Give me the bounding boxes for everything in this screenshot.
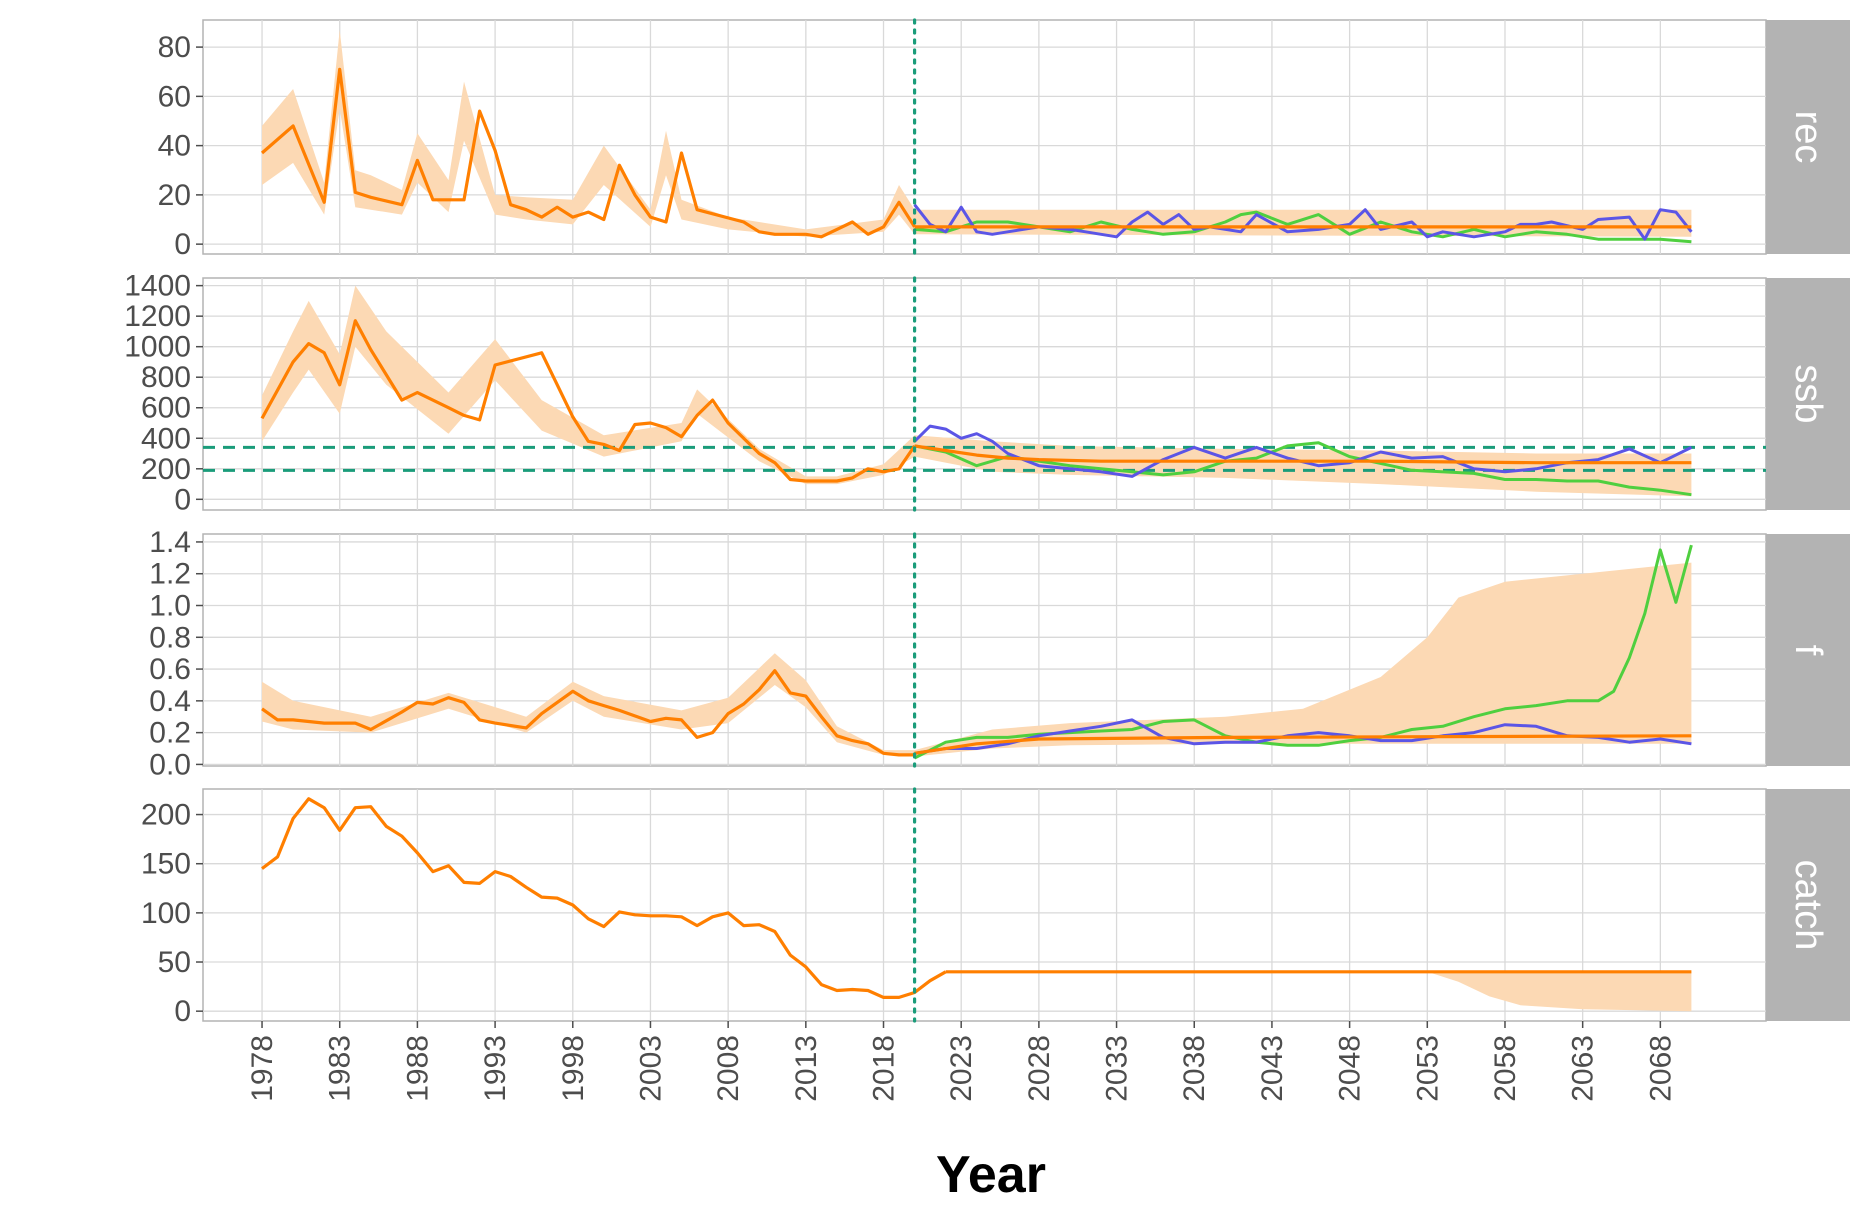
panel-rec: 0 20 40 60 80 rec: [158, 18, 1850, 261]
uncertainty-ribbon: [262, 562, 1692, 757]
facet-strip: [1766, 20, 1850, 254]
x-tick-label: 2048: [1334, 1035, 1367, 1102]
x-tick-label: 2068: [1644, 1035, 1677, 1102]
uncertainty-ribbon: [262, 285, 1692, 497]
y-tick-label: 50: [158, 946, 191, 979]
y-tick-label: 1.4: [149, 526, 191, 559]
series-line-historical: [261, 797, 947, 1000]
y-tick-label: 1400: [124, 270, 191, 303]
y-tick-label: 200: [141, 453, 191, 486]
x-tick-label: 2063: [1567, 1035, 1600, 1102]
y-tick-label: 1.0: [149, 590, 191, 623]
series-line-historical: [261, 669, 915, 757]
y-tick-label: 60: [158, 80, 191, 113]
facet-strip: [1766, 278, 1850, 510]
x-tick-label: 2013: [790, 1035, 823, 1102]
plot-area: [260, 29, 1693, 244]
y-tick-label: 20: [158, 179, 191, 212]
y-tick-label: 0.0: [149, 748, 191, 781]
x-tick-label: 1988: [401, 1035, 434, 1102]
series-line-median: [914, 734, 1692, 755]
uncertainty-ribbon: [930, 971, 1692, 1012]
facet-strip-label: ssb: [1787, 364, 1829, 423]
series-line-blue: [913, 424, 1693, 478]
series-line-historical: [260, 67, 916, 239]
panel-catch: 0 50 100 150 200 catch: [141, 787, 1850, 1028]
y-tick-label: 400: [141, 422, 191, 455]
plot-area: [203, 285, 1766, 497]
x-tick-label: 1998: [557, 1035, 590, 1102]
x-tick-label: 2043: [1256, 1035, 1289, 1102]
x-tick-label: 2023: [945, 1035, 978, 1102]
facet-strip-label: rec: [1787, 111, 1829, 164]
y-tick-label: 1000: [124, 331, 191, 364]
series-line-historical: [260, 319, 916, 483]
y-tick-label: 150: [141, 848, 191, 881]
x-tick-label: 2033: [1101, 1035, 1134, 1102]
plot-area: [261, 544, 1693, 760]
facet-strip: [1766, 534, 1850, 766]
x-axis: 1978 1983 1988 1993 1998 2003 2008 2013 2018 2023…: [246, 1021, 1677, 1102]
x-tick-label: 2038: [1178, 1035, 1211, 1102]
y-tick-label: 0.6: [149, 653, 191, 686]
x-axis-title: Year: [936, 1146, 1046, 1204]
x-tick-label: 2003: [634, 1035, 667, 1102]
x-tick-label: 2053: [1411, 1035, 1444, 1102]
x-tick-label: 2028: [1023, 1035, 1056, 1102]
y-tick-label: 0: [174, 995, 191, 1028]
x-tick-label: 2058: [1489, 1035, 1522, 1102]
facet-strip-label: f: [1787, 645, 1829, 656]
series-line-blue: [914, 718, 1692, 755]
x-tick-label: 1978: [246, 1035, 279, 1102]
x-tick-label: 2018: [868, 1035, 901, 1102]
y-tick-label: 0.2: [149, 717, 191, 750]
series-line-median: [914, 444, 1692, 465]
y-tick-label: 1200: [124, 300, 191, 333]
facet-strip: [1766, 789, 1850, 1021]
plot-area: [261, 797, 1692, 1012]
x-tick-label: 2008: [712, 1035, 745, 1102]
y-tick-label: 100: [141, 897, 191, 930]
y-tick-label: 600: [141, 392, 191, 425]
x-tick-label: 1983: [324, 1035, 357, 1102]
y-tick-label: 0: [174, 483, 191, 516]
y-tick-label: 200: [141, 799, 191, 832]
y-tick-label: 1.2: [149, 558, 191, 591]
y-tick-label: 80: [158, 31, 191, 64]
y-tick-label: 0.8: [149, 621, 191, 654]
y-tick-label: 0: [174, 228, 191, 261]
facet-strip-label: catch: [1787, 860, 1829, 951]
y-tick-label: 0.4: [149, 685, 191, 718]
panels-layer: 020406080rec0200400600800100012001400ssb…: [124, 18, 1850, 1028]
y-tick-label: 800: [141, 361, 191, 394]
y-tick-label: 40: [158, 130, 191, 163]
uncertainty-ribbon: [262, 29, 1692, 237]
panel-f: 0.00.20.40.60.81.01.21.4 f: [149, 526, 1850, 781]
x-tick-label: 1993: [479, 1035, 512, 1102]
